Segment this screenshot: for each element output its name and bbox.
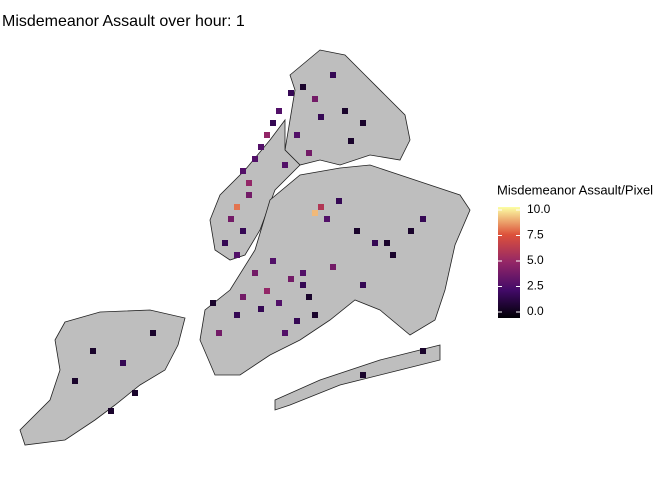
cell — [234, 204, 240, 210]
cell — [258, 144, 264, 150]
cell — [270, 258, 276, 264]
cell — [306, 294, 312, 300]
colorbar-label: 10.0 — [527, 202, 551, 216]
cell — [342, 108, 348, 114]
chart-title: Misdemeanor Assault over hour: 1 — [2, 13, 245, 30]
cell — [282, 330, 288, 336]
cell — [318, 204, 324, 210]
cell — [330, 72, 336, 78]
cell — [240, 228, 246, 234]
cell — [282, 162, 288, 168]
cell — [360, 120, 366, 126]
cell — [264, 132, 270, 138]
boroughs — [19, 49, 471, 446]
cell — [330, 264, 336, 270]
cell — [252, 270, 258, 276]
cells — [72, 72, 426, 414]
cell — [324, 216, 330, 222]
cell — [234, 312, 240, 318]
cell — [408, 228, 414, 234]
cell — [360, 282, 366, 288]
cell — [234, 252, 240, 258]
cell — [360, 372, 366, 378]
cell — [108, 408, 114, 414]
cell — [90, 348, 96, 354]
cell — [384, 240, 390, 246]
cell — [420, 348, 426, 354]
cell — [288, 90, 294, 96]
rockaway — [274, 344, 441, 411]
cell — [372, 240, 378, 246]
cell — [270, 120, 276, 126]
legend-title: Misdemeanor Assault/Pixel — [497, 182, 653, 197]
colorbar-label: 2.5 — [527, 279, 544, 293]
cell — [294, 132, 300, 138]
cell — [246, 192, 252, 198]
cell — [348, 138, 354, 144]
cell — [300, 282, 306, 288]
cell — [276, 300, 282, 306]
cell — [150, 330, 156, 336]
cell — [258, 306, 264, 312]
cell — [252, 156, 258, 162]
cell — [222, 240, 228, 246]
staten-island — [19, 309, 186, 446]
cell — [294, 318, 300, 324]
cell — [312, 312, 318, 318]
manhattan — [209, 118, 301, 261]
cell — [216, 330, 222, 336]
colorbar — [498, 207, 520, 318]
cell — [240, 168, 246, 174]
cell — [300, 84, 306, 90]
cell — [228, 216, 234, 222]
colorbar-label: 7.5 — [527, 228, 544, 242]
cell — [288, 276, 294, 282]
colorbar-label: 5.0 — [527, 253, 544, 267]
colorbar-label: 0.0 — [527, 304, 544, 318]
cell — [246, 180, 252, 186]
cell — [306, 150, 312, 156]
cell — [390, 252, 396, 258]
cell — [420, 216, 426, 222]
cell — [300, 270, 306, 276]
cell — [276, 108, 282, 114]
cell — [264, 288, 270, 294]
cell — [240, 294, 246, 300]
cell — [312, 96, 318, 102]
cell — [354, 228, 360, 234]
cell — [72, 378, 78, 384]
bronx — [284, 49, 411, 166]
cell — [336, 198, 342, 204]
cell — [318, 114, 324, 120]
cell — [210, 300, 216, 306]
cell — [120, 360, 126, 366]
cell — [132, 390, 138, 396]
cell — [312, 210, 318, 216]
